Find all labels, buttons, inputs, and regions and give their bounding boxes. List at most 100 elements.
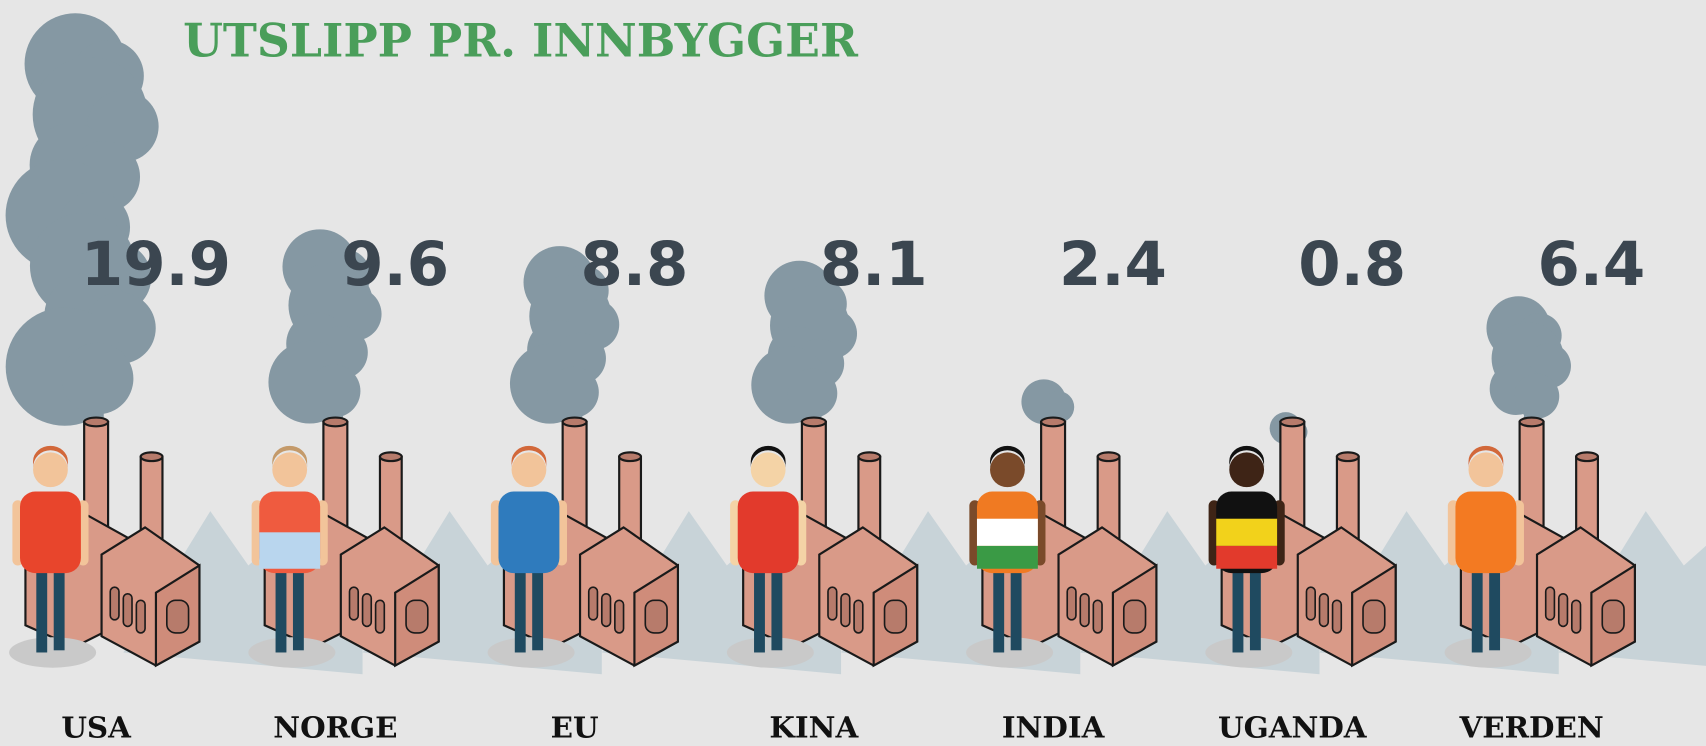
smoke-puff bbox=[62, 343, 134, 415]
head bbox=[990, 452, 1025, 487]
category-label: UGANDA bbox=[1218, 709, 1368, 744]
shirt-stripe bbox=[1216, 546, 1277, 569]
smoke-puff bbox=[1514, 374, 1559, 419]
window bbox=[589, 587, 598, 620]
window bbox=[376, 600, 385, 633]
window bbox=[1124, 600, 1146, 633]
chimney-top bbox=[1098, 452, 1120, 461]
window bbox=[615, 600, 624, 633]
window bbox=[1363, 600, 1385, 633]
head bbox=[1229, 452, 1264, 487]
chimney-top bbox=[1337, 452, 1359, 461]
page: {"chart_data": {"type": "smoke", "title"… bbox=[0, 0, 1706, 746]
value-label: 0.8 bbox=[1298, 229, 1406, 300]
category-label: VERDEN bbox=[1458, 709, 1603, 744]
category-label: NORGE bbox=[273, 709, 397, 744]
value-label: 19.9 bbox=[81, 229, 231, 300]
shirt-stripe bbox=[1216, 519, 1277, 546]
category-label: USA bbox=[61, 709, 132, 744]
leg bbox=[993, 565, 1004, 652]
leg bbox=[1489, 565, 1500, 650]
category-label: EU bbox=[551, 709, 599, 744]
chimney-top bbox=[323, 418, 347, 427]
person-shadow bbox=[1205, 637, 1292, 667]
window bbox=[1546, 587, 1555, 620]
window bbox=[1306, 587, 1315, 620]
chimney-top bbox=[858, 452, 880, 461]
chimney-top bbox=[84, 418, 108, 427]
value-label: 2.4 bbox=[1059, 229, 1167, 300]
chimney-top bbox=[563, 418, 587, 427]
person-shadow bbox=[488, 637, 575, 667]
person-shadow bbox=[1445, 637, 1532, 667]
value-label: 6.4 bbox=[1537, 229, 1645, 300]
leg bbox=[1011, 565, 1022, 650]
window bbox=[1320, 594, 1329, 627]
leg bbox=[276, 565, 287, 652]
chimney-top bbox=[1520, 418, 1544, 427]
window bbox=[1080, 594, 1089, 627]
head bbox=[33, 452, 68, 487]
person-shadow bbox=[9, 637, 96, 667]
category-label: KINA bbox=[769, 709, 859, 744]
window bbox=[363, 594, 372, 627]
chimney-top bbox=[1041, 418, 1065, 427]
head bbox=[1469, 452, 1504, 487]
chart: UTSLIPP PR. INNBYGGER 19.9 USA 9.6 NORGE 8.8 E… bbox=[0, 0, 1706, 746]
leg bbox=[293, 565, 304, 650]
category-label: INDIA bbox=[1002, 709, 1106, 744]
shirt bbox=[738, 492, 799, 574]
window bbox=[1572, 600, 1581, 633]
shirt-stripe bbox=[259, 532, 320, 568]
window bbox=[350, 587, 359, 620]
chimney-top bbox=[802, 418, 826, 427]
leg bbox=[1472, 565, 1483, 652]
chimney-top bbox=[619, 452, 641, 461]
chimney-top bbox=[1280, 418, 1304, 427]
head bbox=[751, 452, 786, 487]
window bbox=[1602, 600, 1624, 633]
person-shadow bbox=[966, 637, 1053, 667]
shirt bbox=[1455, 492, 1516, 574]
value-label: 9.6 bbox=[341, 229, 449, 300]
head bbox=[512, 452, 547, 487]
smoke-puff bbox=[308, 365, 361, 418]
smoke-puff bbox=[548, 367, 599, 418]
shirt-stripe bbox=[977, 519, 1038, 546]
window bbox=[1093, 600, 1102, 633]
leg bbox=[515, 565, 526, 652]
window bbox=[123, 594, 132, 627]
window bbox=[110, 587, 119, 620]
smoke-puff bbox=[788, 369, 837, 418]
window bbox=[167, 600, 189, 633]
window bbox=[828, 587, 837, 620]
shirt bbox=[498, 492, 559, 574]
leg bbox=[54, 565, 65, 650]
window bbox=[406, 600, 428, 633]
leg bbox=[1233, 565, 1244, 652]
value-label: 8.8 bbox=[580, 229, 688, 300]
window bbox=[136, 600, 145, 633]
chimney-top bbox=[380, 452, 402, 461]
window bbox=[885, 600, 907, 633]
leg bbox=[36, 565, 47, 652]
head bbox=[272, 452, 307, 487]
shirt bbox=[20, 492, 81, 574]
window bbox=[1559, 594, 1568, 627]
leg bbox=[754, 565, 765, 652]
value-label: 8.1 bbox=[820, 229, 928, 300]
shirt-stripe bbox=[977, 546, 1038, 569]
window bbox=[854, 600, 863, 633]
leg bbox=[771, 565, 782, 650]
leg bbox=[1250, 565, 1261, 650]
window bbox=[1067, 587, 1076, 620]
window bbox=[645, 600, 667, 633]
person-shadow bbox=[727, 637, 814, 667]
window bbox=[841, 594, 850, 627]
chimney-top bbox=[1576, 452, 1598, 461]
leg bbox=[532, 565, 543, 650]
chart-title: UTSLIPP PR. INNBYGGER bbox=[183, 14, 859, 68]
person-shadow bbox=[248, 637, 335, 667]
window bbox=[1333, 600, 1342, 633]
window bbox=[602, 594, 611, 627]
